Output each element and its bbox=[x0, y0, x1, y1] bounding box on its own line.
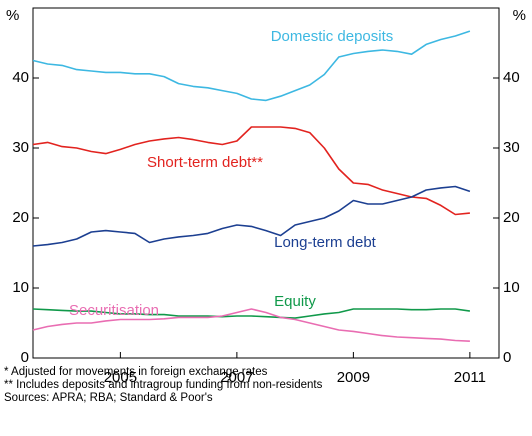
plot-frame bbox=[32, 7, 500, 359]
x-tick-label: 2005 bbox=[104, 369, 137, 386]
series-line bbox=[32, 308, 471, 319]
y-tick-label: 40 bbox=[12, 69, 29, 86]
y-tick-label: 30 bbox=[12, 139, 29, 156]
y-tick-label: 20 bbox=[12, 209, 29, 226]
series-line bbox=[32, 126, 470, 216]
series-label: Equity bbox=[274, 293, 316, 310]
y-tick-label: 10 bbox=[12, 279, 29, 296]
y-tick-label: 0 bbox=[503, 349, 511, 366]
footnote: ** Includes deposits and intragroup fund… bbox=[4, 379, 323, 391]
series-line bbox=[32, 308, 470, 342]
y-axis-label: % bbox=[513, 7, 526, 24]
y-tick-label: 40 bbox=[503, 69, 520, 86]
x-tick-label: 2007 bbox=[220, 369, 253, 386]
footnote: Sources: APRA; RBA; Standard & Poor's bbox=[4, 392, 213, 404]
series-line bbox=[32, 30, 471, 102]
y-axis-label: % bbox=[6, 7, 19, 24]
x-tick-label: 2011 bbox=[454, 369, 486, 386]
series-label: Securitisation bbox=[69, 302, 159, 319]
y-tick-label: 10 bbox=[503, 279, 520, 296]
series-label: Long-term debt bbox=[274, 234, 377, 251]
series-label: Short-term debt** bbox=[147, 154, 263, 171]
series-label: Domestic deposits bbox=[271, 28, 394, 45]
y-tick-label: 30 bbox=[503, 139, 520, 156]
y-tick-label: 20 bbox=[503, 209, 520, 226]
footnote: * Adjusted for movements in foreign exch… bbox=[4, 366, 268, 378]
series-line bbox=[32, 185, 471, 247]
y-tick-label: 0 bbox=[21, 349, 29, 366]
x-tick-label: 2009 bbox=[337, 369, 370, 386]
